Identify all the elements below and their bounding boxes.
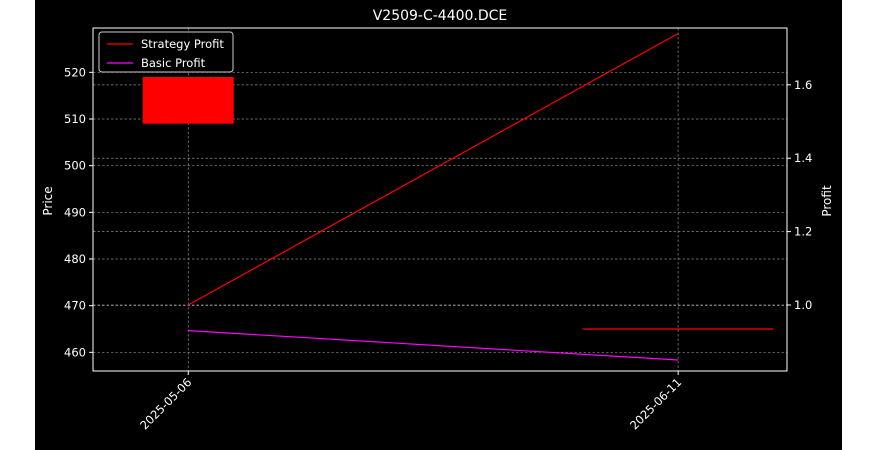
legend-entry-label: Strategy Profit — [141, 37, 224, 51]
left-tick-label: 510 — [64, 112, 86, 126]
left-tick-label: 500 — [64, 159, 86, 173]
right-tick-label: 1.0 — [794, 298, 812, 312]
legend-entry-label: Basic Profit — [141, 56, 206, 70]
series-line-strategy-profit — [187, 32, 679, 306]
x-tick-label: 2025-06-11 — [627, 375, 684, 432]
left-axis-label: Price — [41, 186, 55, 215]
chart-figure: 460 470 480 490 500 510 520 1.0 1.2 1.4 1.6 2025-05… — [35, 0, 842, 450]
plot-area — [142, 32, 774, 361]
left-tick-label: 480 — [64, 252, 86, 266]
left-tick-label: 460 — [64, 345, 86, 359]
left-tick-label: 490 — [64, 205, 86, 219]
left-tick-label: 470 — [64, 299, 86, 313]
chart-title: V2509-C-4400.DCE — [373, 8, 508, 24]
left-tick-label: 520 — [64, 65, 86, 79]
legend: Strategy Profit Basic Profit — [98, 31, 234, 73]
right-axis-label: Profit — [820, 185, 834, 217]
x-tick-label: 2025-05-06 — [137, 375, 194, 432]
price-candle — [142, 77, 234, 124]
plot-frame — [92, 27, 788, 372]
series-line-basic-profit — [188, 330, 679, 361]
right-tick-label: 1.4 — [794, 151, 812, 165]
chart-svg: 460 470 480 490 500 510 520 1.0 1.2 1.4 1.6 2025-05… — [41, 8, 834, 432]
right-tick-label: 1.6 — [794, 78, 812, 92]
gridlines — [93, 28, 787, 371]
legend-box — [98, 31, 234, 73]
right-tick-label: 1.2 — [794, 225, 812, 239]
